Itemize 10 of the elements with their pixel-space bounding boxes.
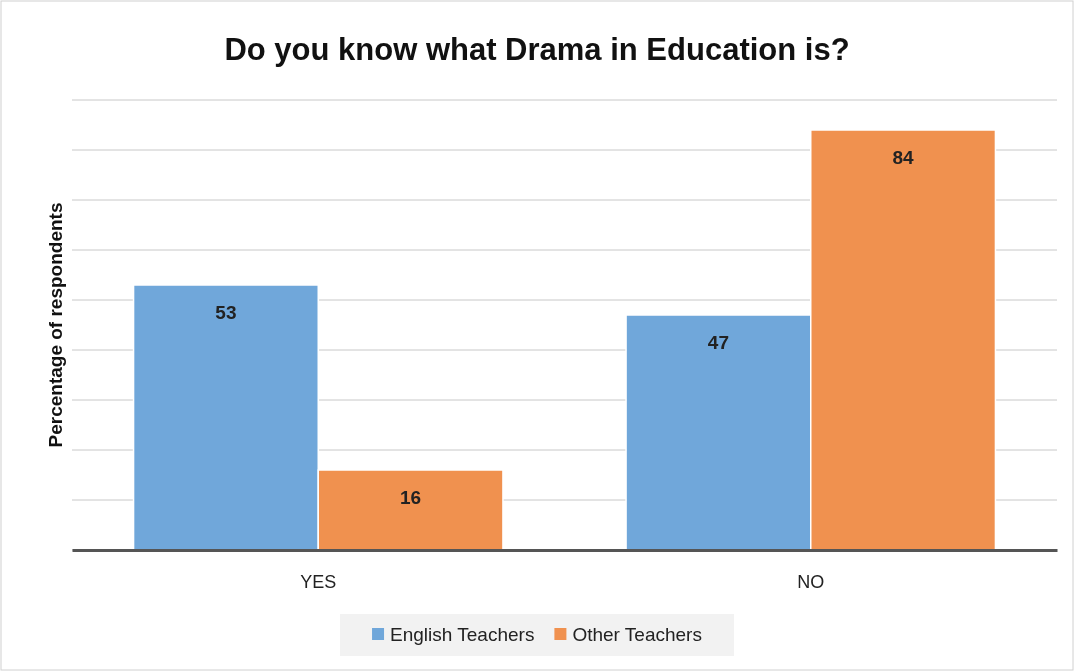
legend-label: English Teachers — [390, 624, 535, 645]
data-label: 84 — [892, 147, 915, 168]
data-label: 47 — [707, 332, 729, 353]
y-axis-title: Percentage of respondents — [45, 202, 66, 448]
chart-title: Do you know what Drama in Education is? — [224, 32, 850, 67]
x-tick-label: YES — [300, 571, 337, 592]
data-label: 53 — [215, 302, 237, 323]
data-label: 16 — [400, 487, 422, 508]
legend-label: Other Teachers — [572, 624, 702, 645]
x-tick-label: NO — [797, 571, 825, 592]
